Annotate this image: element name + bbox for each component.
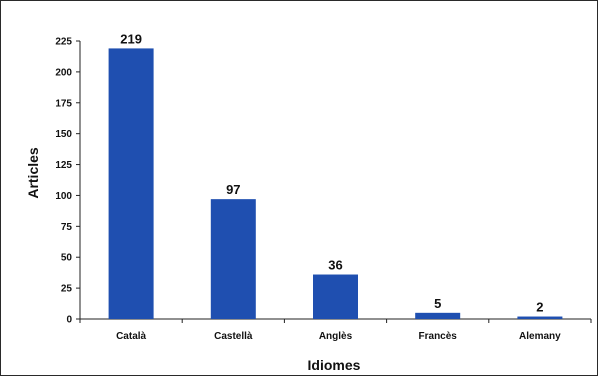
x-tick-label: Anglès [319,331,353,342]
x-tick-label: Alemany [519,331,561,342]
x-axis-title: Idiomes [308,357,361,373]
data-label: 97 [226,182,240,197]
data-label: 219 [120,31,142,46]
x-tick-label: Francès [419,331,458,342]
y-tick-label: 125 [55,160,72,171]
y-tick-label: 150 [55,129,72,140]
x-tick-label: Català [116,331,146,342]
bar [313,274,358,319]
y-tick-label: 100 [55,191,72,202]
bar [517,316,563,319]
y-tick-label: 0 [66,315,72,326]
data-label: 5 [434,296,441,311]
y-tick-label: 75 [61,222,73,233]
data-label: 36 [328,258,342,273]
y-tick-label: 50 [61,253,73,264]
x-tick-label: Castellà [214,331,253,342]
y-tick-label: 200 [55,67,72,78]
y-tick-label: 175 [55,98,72,109]
bar [415,312,461,319]
y-axis-title: Articles [25,147,41,199]
y-tick-label: 225 [55,37,72,48]
bar [108,48,154,320]
y-tick-label: 25 [61,284,73,295]
data-label: 2 [536,300,543,315]
bar [210,199,256,319]
